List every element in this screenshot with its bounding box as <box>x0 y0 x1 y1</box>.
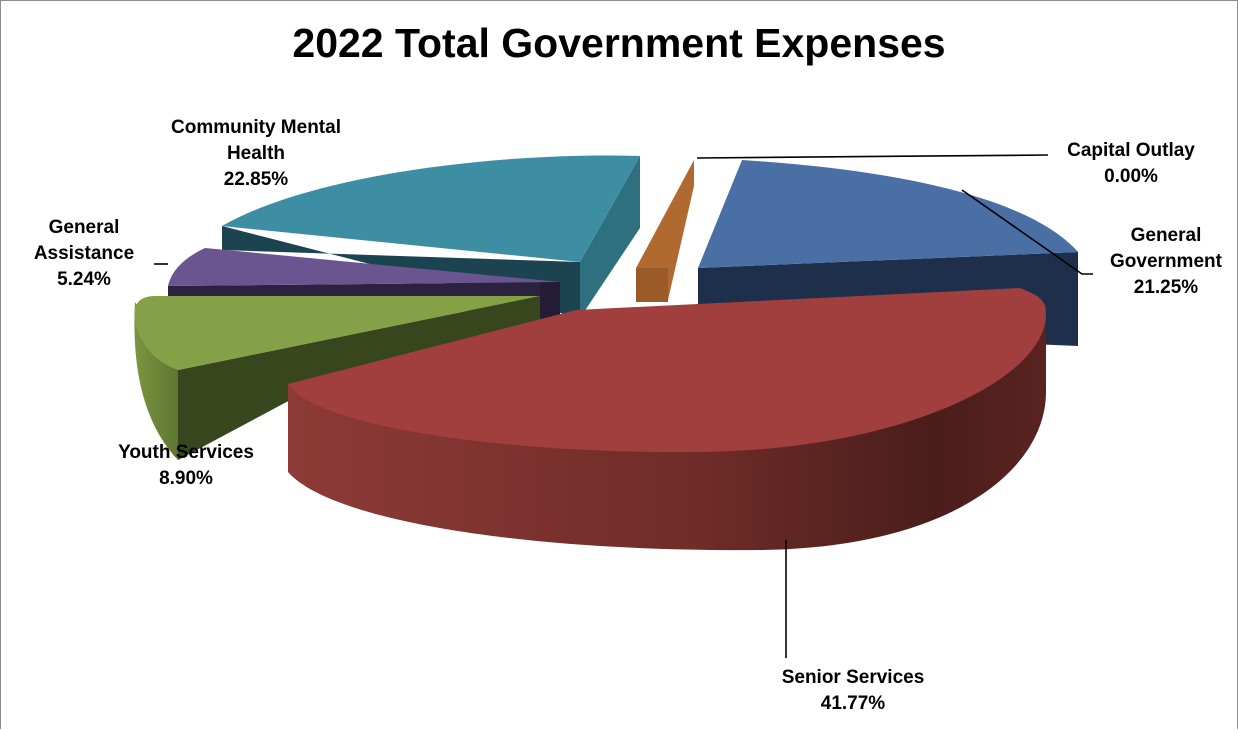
slice-name: Capital Outlay <box>1067 140 1195 161</box>
leader-lines <box>154 154 1093 658</box>
slice-label-general-assistance: General Assistance 5.24% <box>34 217 134 290</box>
slice-label-general-government: General Government 21.25% <box>1110 225 1223 298</box>
slice-name: Government <box>1110 251 1223 272</box>
slice-percent: 22.85% <box>224 169 289 190</box>
slice-capital-outlay <box>636 160 694 302</box>
slice-label-capital-outlay: Capital Outlay 0.00% <box>1067 140 1195 187</box>
slice-name: General <box>1131 225 1202 246</box>
leader-general-government <box>961 189 1093 275</box>
slice-name: General <box>49 217 120 238</box>
slice-name: Assistance <box>34 243 134 264</box>
leader-capital-outlay <box>696 154 1049 159</box>
slice-name: Health <box>227 143 285 164</box>
slice-percent: 41.77% <box>821 693 886 714</box>
slice-label-senior-services: Senior Services 41.77% <box>782 667 925 714</box>
slice-senior-services <box>288 288 1046 551</box>
chart-title: 2022 Total Government Expenses <box>292 20 946 66</box>
slice-percent: 8.90% <box>159 468 213 489</box>
slice-label-community-mental-health: Community Mental Health 22.85% <box>171 117 341 190</box>
slice-percent: 5.24% <box>57 269 111 290</box>
slice-labels: General Government 21.25% Senior Services 41… <box>34 117 1223 714</box>
slice-name: Senior Services <box>782 667 925 688</box>
slice-percent: 0.00% <box>1104 166 1158 187</box>
slice-name: Community Mental <box>171 117 341 138</box>
slice-name: Youth Services <box>118 442 254 463</box>
slice-percent: 21.25% <box>1134 277 1199 298</box>
slice-label-youth-services: Youth Services 8.90% <box>118 442 254 489</box>
